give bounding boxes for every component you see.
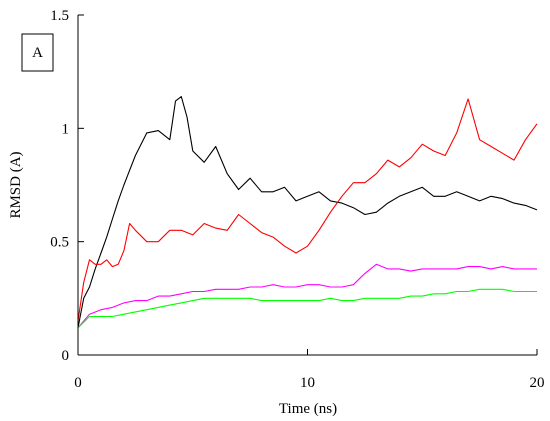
series-layer — [77, 96, 538, 329]
y-tick-label: 0 — [62, 348, 70, 364]
y-tick-label: 0.5 — [50, 235, 69, 251]
x-axis-title: Time (ns) — [279, 401, 337, 417]
y-tick-label: 1.5 — [50, 8, 69, 24]
x-tick-label: 0 — [74, 375, 82, 391]
series-line-4 — [77, 288, 537, 329]
panel-label-box: A — [21, 33, 54, 72]
series-line-1 — [77, 96, 538, 328]
ticks-layer: 0 0.5 1 1.5 0 10 20 — [50, 8, 544, 391]
series-line-3 — [77, 263, 537, 329]
y-tick-label: 1 — [62, 121, 70, 137]
x-tick-label: 20 — [530, 375, 545, 391]
y-axis-title: RMSD (A) — [8, 151, 24, 218]
x-tick-label: 10 — [300, 375, 315, 391]
series-line-2 — [77, 98, 538, 322]
panel-label-frame — [21, 33, 54, 72]
panel-label: A — [32, 45, 43, 61]
